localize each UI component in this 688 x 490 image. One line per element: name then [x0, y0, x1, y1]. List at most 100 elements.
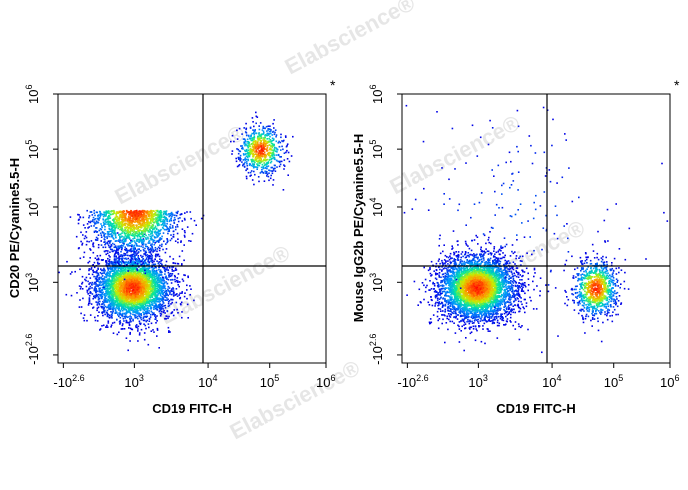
event-point — [137, 217, 140, 219]
event-point — [111, 317, 113, 319]
event-point — [175, 269, 178, 271]
event-point — [145, 302, 148, 304]
event-point — [146, 311, 149, 313]
event-point — [145, 251, 148, 254]
event-point — [146, 245, 148, 248]
event-point — [134, 273, 136, 275]
event-point — [164, 224, 166, 226]
event-point — [104, 296, 106, 298]
event-point — [111, 224, 113, 227]
event-point — [133, 296, 135, 298]
event-point — [160, 274, 163, 276]
event-point — [132, 295, 134, 297]
event-point — [104, 287, 107, 290]
event-point — [129, 308, 131, 311]
event-point — [110, 228, 112, 231]
event-point — [129, 313, 132, 315]
event-point — [149, 316, 152, 318]
event-point — [150, 310, 153, 313]
event-point — [154, 314, 156, 316]
event-point — [143, 264, 146, 266]
event-point — [150, 222, 152, 224]
event-point — [184, 236, 186, 238]
event-point — [133, 218, 135, 220]
event-point — [164, 312, 166, 314]
event-point — [112, 218, 115, 221]
event-point — [160, 289, 163, 291]
event-point — [158, 283, 160, 286]
event-point — [172, 293, 175, 295]
event-point — [156, 276, 158, 278]
event-point — [113, 304, 115, 307]
event-point — [170, 298, 172, 301]
event-point — [143, 253, 145, 255]
event-point — [135, 324, 138, 326]
event-point — [155, 275, 157, 278]
event-point — [156, 277, 158, 280]
event-point — [107, 250, 109, 252]
event-point — [81, 281, 84, 284]
event-point — [138, 296, 140, 299]
event-point — [143, 281, 146, 283]
event-point — [153, 280, 155, 283]
event-point — [166, 239, 169, 241]
event-point — [97, 244, 100, 246]
event-point — [103, 309, 105, 311]
event-point — [113, 302, 116, 304]
event-point — [98, 289, 101, 291]
event-point — [101, 226, 103, 229]
event-point — [106, 285, 109, 287]
event-point — [85, 285, 88, 288]
event-point — [99, 282, 102, 284]
event-point — [147, 287, 149, 289]
event-point — [124, 298, 126, 301]
event-point — [96, 237, 99, 240]
event-point — [106, 252, 109, 255]
event-point — [126, 289, 128, 292]
event-point — [86, 319, 88, 322]
event-point — [180, 213, 183, 215]
event-point — [138, 280, 141, 282]
event-point — [119, 264, 121, 266]
event-point — [119, 255, 122, 257]
event-point — [116, 278, 119, 281]
event-point — [139, 267, 142, 270]
event-point — [141, 303, 143, 305]
event-point — [100, 294, 103, 297]
event-point — [109, 245, 112, 248]
event-point — [152, 313, 155, 315]
event-point — [124, 296, 127, 298]
event-point — [175, 211, 178, 214]
event-point — [140, 230, 143, 232]
event-point — [118, 247, 120, 250]
event-point — [139, 317, 142, 319]
event-point — [112, 264, 114, 266]
event-point — [177, 238, 179, 240]
event-point — [129, 327, 132, 330]
event-point — [127, 274, 129, 277]
event-point — [141, 281, 144, 284]
event-point — [147, 256, 149, 258]
event-point — [138, 307, 141, 310]
event-point — [143, 267, 145, 270]
event-point — [151, 220, 154, 223]
event-point — [85, 279, 87, 282]
event-point — [119, 313, 121, 316]
event-point — [181, 291, 183, 293]
event-point — [174, 280, 177, 283]
event-point — [125, 311, 128, 314]
event-point — [97, 278, 99, 281]
event-point — [140, 269, 142, 272]
event-point — [156, 320, 158, 322]
event-point — [105, 276, 108, 279]
event-point — [120, 265, 122, 268]
event-point — [109, 275, 111, 277]
event-point — [131, 254, 133, 257]
event-point — [143, 287, 145, 290]
event-point — [156, 260, 158, 262]
event-point — [117, 305, 119, 308]
event-point — [157, 232, 159, 234]
event-point — [114, 228, 116, 230]
event-point — [109, 275, 112, 278]
event-point — [169, 239, 172, 242]
